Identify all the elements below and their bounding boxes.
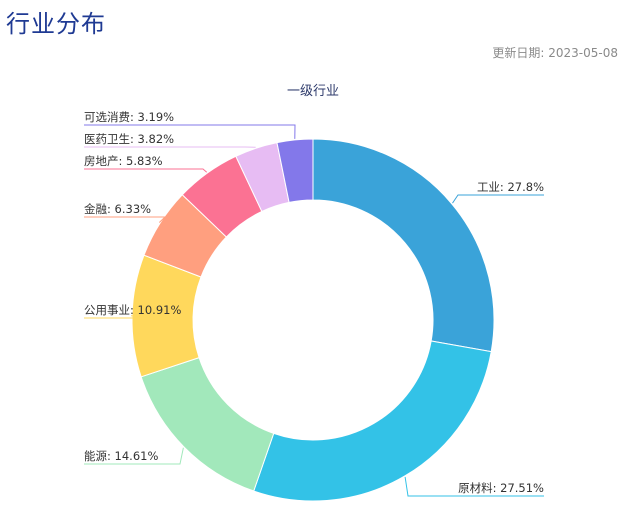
slice-8[interactable] xyxy=(276,138,314,203)
slice-label-7: 医药卫生: 3.82% xyxy=(84,132,174,146)
slice-1[interactable] xyxy=(312,138,495,353)
page-title: 行业分布 xyxy=(6,10,106,38)
slice-label-8: 可选消费: 3.19% xyxy=(84,110,174,124)
slice-group xyxy=(131,138,495,502)
leader-line-6 xyxy=(84,168,208,173)
leader-line-4 xyxy=(84,315,157,319)
leader-line-1 xyxy=(452,194,544,204)
label-group: 工业: 27.8% 原材料: 27.51% 能源: 14.61% 公用事业: 10.9… xyxy=(84,110,544,497)
slice-3[interactable] xyxy=(140,357,275,492)
slice-label-2: 原材料: 27.51% xyxy=(458,481,544,495)
leader-line-8 xyxy=(84,124,296,139)
leader-line-2 xyxy=(404,476,544,497)
leader-line-5 xyxy=(84,216,167,223)
slice-label-4: 公用事业: 10.91% xyxy=(84,303,181,317)
slice-2[interactable] xyxy=(253,340,492,502)
chart-title: 一级行业 xyxy=(287,84,339,99)
update-date: 更新日期: 2023-05-08 xyxy=(492,46,618,60)
slice-label-1: 工业: 27.8% xyxy=(477,180,544,194)
leader-line-3 xyxy=(84,447,184,465)
slice-label-5: 金融: 6.33% xyxy=(84,202,151,216)
slice-label-6: 房地产: 5.83% xyxy=(84,154,163,168)
slice-label-3: 能源: 14.61% xyxy=(84,449,158,463)
